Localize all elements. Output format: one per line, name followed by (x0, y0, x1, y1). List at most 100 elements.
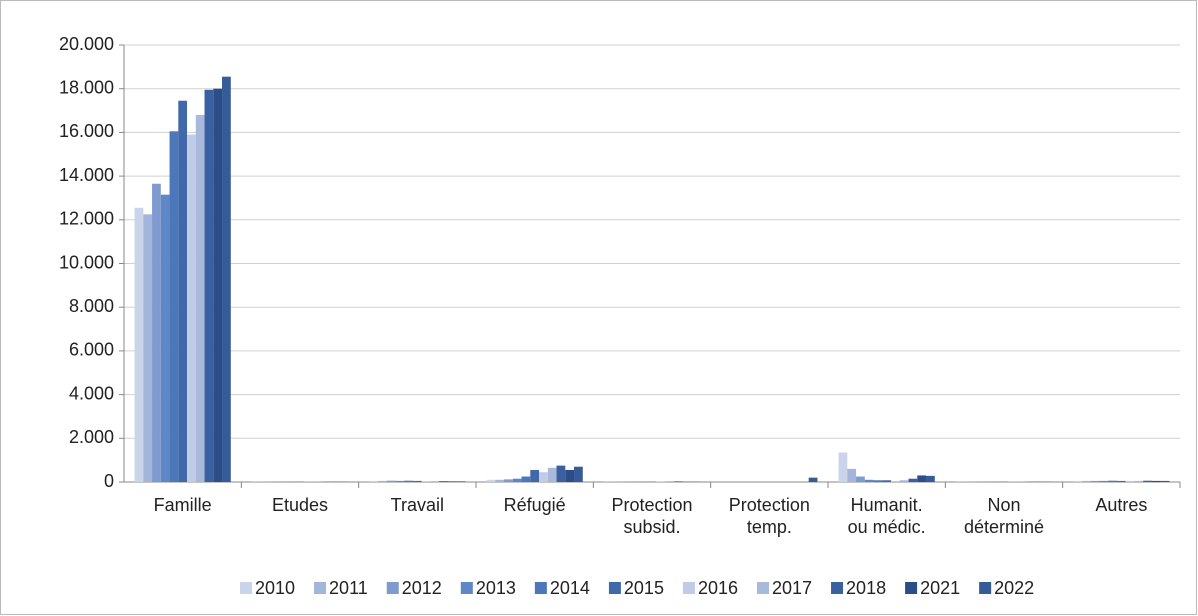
legend-label: 2012 (402, 578, 442, 598)
bar (808, 477, 818, 482)
bar (134, 207, 144, 482)
legend-label: 2022 (994, 578, 1034, 598)
bar (412, 480, 422, 482)
bar (386, 480, 396, 482)
y-tick-label: 14.000 (59, 165, 114, 185)
bar (447, 481, 457, 482)
bar (160, 194, 170, 483)
bar (1151, 480, 1161, 482)
bar (1073, 480, 1082, 482)
bar (495, 479, 505, 482)
bar (1090, 480, 1100, 482)
legend-swatch (314, 582, 327, 594)
legend-label: 2010 (255, 578, 295, 598)
y-tick-label: 12.000 (59, 209, 114, 229)
bar (504, 479, 513, 482)
bar (187, 134, 196, 482)
bar (673, 481, 683, 482)
y-tick-label: 18.000 (59, 77, 114, 97)
bar (486, 479, 496, 482)
legend-label: 2018 (846, 578, 886, 598)
bar (864, 479, 874, 482)
x-tick-label: Protection temp. (728, 495, 810, 537)
bar (917, 475, 927, 482)
bar (539, 472, 548, 482)
bar (512, 478, 522, 482)
bar (882, 480, 892, 482)
bar (1160, 480, 1170, 482)
bar (521, 476, 531, 482)
bar (556, 465, 566, 482)
legend-label: 2015 (624, 578, 664, 598)
bar (899, 480, 909, 482)
legend-label: 2016 (698, 578, 738, 598)
bar (1099, 480, 1109, 482)
x-tick-label: Humanit. ou médic. (847, 495, 926, 537)
bar (565, 469, 575, 482)
bar (1143, 480, 1152, 482)
bar (908, 478, 918, 482)
bar (1134, 480, 1144, 482)
legend-swatch (240, 582, 252, 594)
bar (856, 476, 865, 482)
bar (377, 480, 387, 482)
bar (430, 481, 440, 482)
legend-swatch (534, 582, 547, 594)
x-tick-label: Non déterminé (963, 495, 1045, 537)
bar (665, 481, 674, 482)
bar (213, 88, 223, 482)
bar (439, 481, 448, 482)
x-tick-label: Etudes (271, 495, 329, 515)
bar (369, 480, 378, 482)
legend-swatch (757, 582, 769, 594)
bar (169, 131, 179, 482)
bar (891, 480, 900, 482)
bar (178, 100, 188, 482)
legend-label: 2013 (476, 578, 516, 598)
bar (574, 466, 583, 482)
bar (404, 480, 413, 482)
legend-label: 2017 (772, 578, 812, 598)
y-tick-label: 0 (104, 471, 114, 491)
bar (1116, 480, 1126, 482)
legend-swatch (460, 582, 473, 594)
bar (656, 481, 666, 482)
legend-label: 2014 (550, 578, 590, 598)
bar (421, 481, 431, 482)
legend-label: 2021 (920, 578, 960, 598)
bar (152, 183, 161, 482)
y-tick-label: 8.000 (69, 296, 114, 316)
legend-swatch (386, 582, 399, 594)
bar (395, 480, 405, 482)
bar (204, 89, 214, 482)
legend-swatch (682, 582, 695, 594)
x-tick-label: Travail (390, 495, 444, 515)
y-tick-label: 20.000 (59, 34, 114, 54)
y-tick-label: 6.000 (69, 340, 114, 360)
bar (873, 480, 883, 482)
y-tick-label: 16.000 (59, 121, 114, 141)
bar (195, 114, 205, 483)
legend-swatch (831, 582, 844, 594)
bar (1125, 480, 1135, 482)
y-tick-label: 2.000 (69, 427, 114, 447)
y-tick-label: 4.000 (69, 383, 114, 403)
x-tick-label: Autres (1095, 495, 1148, 515)
bar (547, 467, 557, 482)
x-tick-label: Protection subsid. (611, 495, 693, 537)
y-tick-label: 10.000 (59, 252, 114, 272)
x-tick-label: Famille (153, 495, 212, 515)
legend-swatch (905, 582, 918, 594)
bar (222, 76, 231, 483)
bar (1081, 480, 1091, 482)
bar (456, 481, 466, 482)
legend-swatch (979, 582, 992, 594)
legend-label: 2011 (329, 578, 368, 598)
x-tick-label: Réfugié (503, 495, 566, 515)
legend-swatch (608, 582, 621, 594)
bar (847, 468, 857, 482)
bar (530, 469, 540, 482)
bar (143, 214, 153, 482)
